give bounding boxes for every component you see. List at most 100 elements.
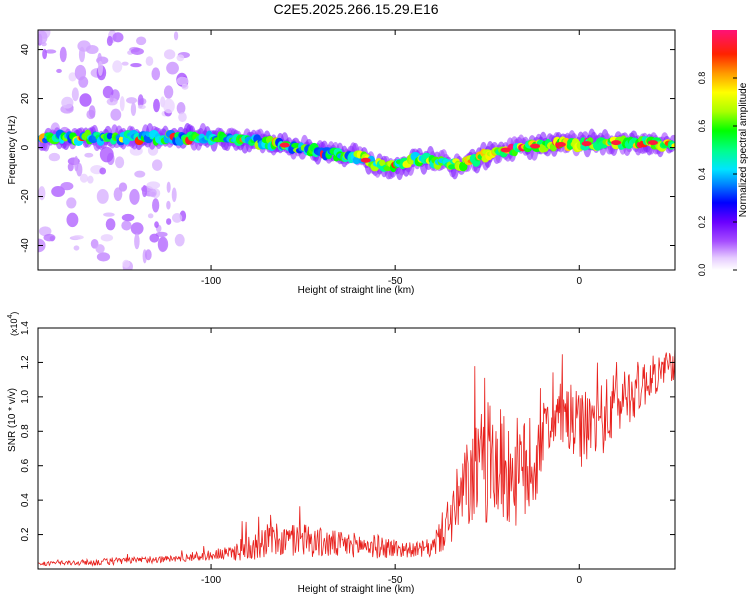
spectrogram-x-label: Height of straight line (km) — [298, 285, 415, 296]
spectrogram-noise-cell — [97, 60, 103, 76]
colorbar-tick-label: 0.6 — [697, 120, 707, 133]
spectrogram-noise-cell — [43, 233, 56, 242]
spectrogram-noise-cell — [166, 181, 171, 193]
snr-plot-area — [38, 328, 675, 569]
snr-y-tick-label: 1.4 — [20, 321, 31, 335]
spectrogram-noise-cell — [130, 222, 144, 235]
snr-y-tick-label: 0.6 — [20, 458, 31, 472]
spectrogram-x-ticks: -100 -50 0 — [201, 30, 582, 287]
spectrogram-noise-cell — [121, 220, 132, 231]
spectrogram-noise-cell — [152, 198, 160, 213]
spectrogram-noise-cell — [122, 259, 130, 268]
spectrogram-noise-cell — [106, 35, 113, 47]
spectrogram-noise-cell — [113, 187, 123, 202]
colorbar: 0.0 0.2 0.4 0.6 0.8 Normalized spectral ampl… — [697, 30, 749, 276]
spectrogram-y-tick-label: 20 — [20, 93, 31, 105]
spectrogram-noise-cell — [176, 76, 189, 86]
spectrogram-noise-cell — [178, 112, 187, 123]
spectrogram-noise-cell — [130, 62, 142, 68]
snr-x-label: Height of straight line (km) — [298, 584, 415, 595]
spectrogram-noise-cell — [44, 49, 57, 54]
spectrogram-noise-cell — [134, 233, 140, 250]
spectrogram-noise-cell — [115, 156, 125, 169]
spectrogram-y-ticks: -40 -20 0 20 40 — [20, 44, 675, 253]
spectrogram-core-cell — [291, 142, 301, 149]
spectrogram-hot-cell — [500, 147, 511, 153]
spectrogram-noise-cell — [130, 102, 137, 117]
spectrogram-noise-cell — [147, 213, 154, 219]
spectrogram-noise-cell — [96, 252, 111, 262]
colorbar-label: Normalized spectral amplitude — [738, 82, 749, 217]
colorbar-tick-label: 0.4 — [697, 168, 707, 181]
spectrogram-noise-cell — [60, 182, 74, 191]
spectrogram-noise-cell — [176, 54, 185, 62]
spectrogram-noise-cell — [163, 98, 175, 114]
spectrogram-frame — [37, 29, 676, 271]
spectrogram-noise-cell — [121, 61, 129, 66]
spectrogram-noise-cell — [171, 187, 177, 203]
spectrogram-y-tick-label: -20 — [20, 189, 31, 204]
colorbar-tick-label: 0.8 — [697, 72, 707, 85]
spectrogram-noise-cell — [125, 97, 138, 104]
spectrogram-noise-cell — [136, 36, 147, 46]
spectrogram-noise-cell — [112, 60, 123, 73]
spectrogram-x-tick-label: -50 — [388, 276, 403, 287]
spectrogram-noise-cell — [66, 212, 79, 228]
snr-scale-note: (x104) — [7, 312, 19, 336]
spectrogram-noise-cell — [84, 152, 94, 158]
spectrogram-noise-cell — [171, 213, 183, 223]
snr-y-tick-label: 0.4 — [20, 493, 31, 507]
spectrogram-noise-cell — [110, 108, 122, 121]
spectrogram-core-cell — [383, 165, 393, 172]
snr-y-tick-label: 0.2 — [20, 527, 31, 541]
colorbar-tick-label: 0.2 — [697, 216, 707, 229]
spectrogram-marks — [38, 30, 675, 270]
spectrogram-noise-cell — [149, 188, 157, 198]
spectrogram-core-cell — [671, 143, 675, 149]
spectrogram-noise-cell — [166, 61, 179, 75]
spectrogram-noise-cell — [79, 173, 89, 183]
spectrogram-noise-cell — [129, 188, 140, 205]
spectrogram-noise-cell — [144, 249, 152, 261]
spectrogram-noise-cell — [154, 221, 159, 228]
spectrogram-hot-cell — [647, 140, 658, 146]
spectrogram-noise-cell — [66, 197, 77, 209]
spectrogram-noise-cell — [166, 218, 172, 225]
spectrogram-noise-cell — [73, 245, 80, 251]
spectrogram-y-tick-label: -40 — [20, 238, 31, 253]
spectrogram-core-cell — [379, 159, 386, 167]
spectrogram-y-tick-label: 0 — [20, 144, 31, 150]
spectrogram-noise-cell — [56, 68, 62, 73]
spectrogram-noise-cell — [95, 244, 105, 254]
snr-y-tick-label: 1.0 — [20, 389, 31, 403]
spectrogram-noise-cell — [137, 104, 146, 110]
spectrogram-noise-cell — [166, 200, 171, 210]
spectrogram-noise-cell — [88, 105, 96, 119]
spectrogram-noise-cell — [119, 96, 125, 112]
spectrogram-noise-cell — [134, 170, 146, 178]
spectrogram-hot-cell — [555, 141, 566, 147]
spectrogram-noise-cell — [163, 85, 174, 99]
snr-x-ticks: -100 -50 0 — [201, 328, 582, 586]
spectrogram-hot-cell — [360, 157, 371, 163]
spectrogram-panel: -100 -50 0 -40 -20 0 20 40 Height of straight … — [7, 29, 676, 296]
spectrogram-x-tick-label: 0 — [576, 276, 582, 287]
spectrogram-noise-cell — [38, 186, 46, 201]
snr-x-tick-label: -50 — [388, 575, 403, 586]
spectrogram-noise-cell — [174, 233, 185, 247]
spectrogram-noise-cell — [78, 46, 86, 63]
spectrogram-noise-cell — [96, 188, 109, 204]
spectrogram-noise-cell — [173, 31, 179, 41]
snr-panel: -100 -50 0 0.2 0.4 0.6 0.8 1.0 1.2 1.4 Height of… — [7, 312, 676, 595]
spectrogram-noise-cell — [67, 162, 74, 172]
figure-title: C2E5.2025.266.15.29.E16 — [273, 1, 438, 17]
spectrogram-noise-cell — [153, 98, 160, 113]
spectrogram-noise-cell — [79, 93, 92, 107]
spectrogram-noise-cell — [157, 236, 169, 252]
spectrogram-noise-cell — [71, 87, 79, 102]
snr-y-label: SNR (10 * v/v) — [7, 388, 18, 452]
colorbar-ticks: 0.0 0.2 0.4 0.6 0.8 — [697, 72, 737, 276]
spectrogram-noise-cell — [42, 48, 48, 60]
spectrogram-noise-cell — [38, 226, 52, 237]
spectrogram-noise-cell — [149, 233, 160, 243]
